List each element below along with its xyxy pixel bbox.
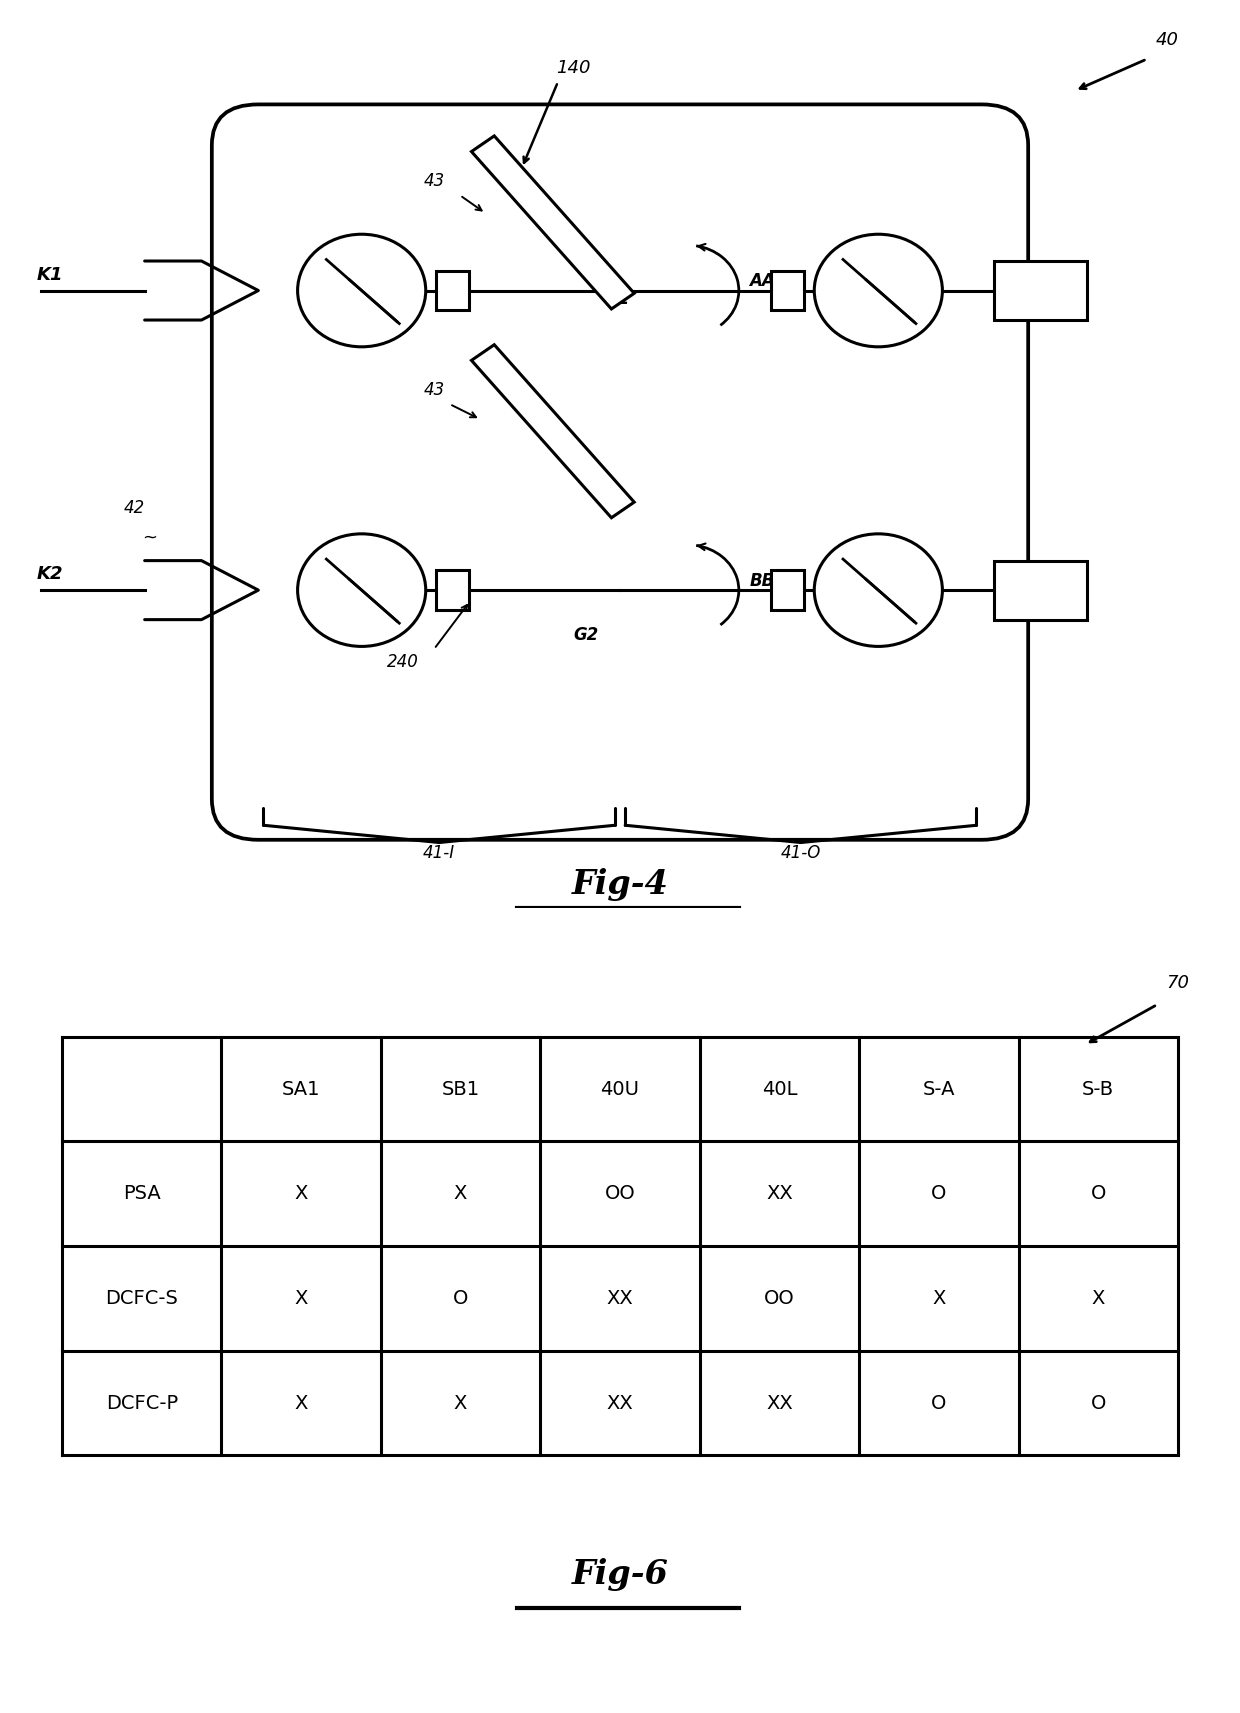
Circle shape xyxy=(298,235,425,346)
Text: PSA: PSA xyxy=(123,1184,161,1203)
Polygon shape xyxy=(471,344,634,517)
Text: SB1: SB1 xyxy=(441,1079,480,1098)
Text: BB: BB xyxy=(749,572,775,589)
Bar xyxy=(436,570,469,610)
Text: OO: OO xyxy=(605,1184,635,1203)
Text: DCFC-P: DCFC-P xyxy=(105,1394,177,1413)
FancyBboxPatch shape xyxy=(212,104,1028,839)
Text: XX: XX xyxy=(606,1288,634,1307)
Text: Fig-6: Fig-6 xyxy=(572,1559,668,1591)
Text: OO: OO xyxy=(764,1288,795,1307)
Text: X: X xyxy=(932,1288,946,1307)
Text: S-A: S-A xyxy=(923,1079,955,1098)
Text: O: O xyxy=(931,1184,946,1203)
Text: X: X xyxy=(454,1394,467,1413)
Text: X: X xyxy=(454,1184,467,1203)
Text: 43: 43 xyxy=(423,380,445,399)
Circle shape xyxy=(815,534,942,646)
Bar xyxy=(436,271,469,310)
Text: 40L: 40L xyxy=(761,1079,797,1098)
Text: XX: XX xyxy=(606,1394,634,1413)
Text: DCFC-S: DCFC-S xyxy=(105,1288,179,1307)
Text: X: X xyxy=(1091,1288,1105,1307)
Text: AA: AA xyxy=(749,272,775,291)
Circle shape xyxy=(298,534,425,646)
Bar xyxy=(994,260,1087,320)
Text: O: O xyxy=(931,1394,946,1413)
Text: X: X xyxy=(294,1288,308,1307)
Text: K2: K2 xyxy=(36,565,63,582)
Text: O: O xyxy=(1091,1184,1106,1203)
Text: S-B: S-B xyxy=(1083,1079,1115,1098)
Text: X: X xyxy=(294,1394,308,1413)
Text: 40: 40 xyxy=(1156,31,1179,50)
Text: ~: ~ xyxy=(143,529,157,546)
Polygon shape xyxy=(471,135,634,308)
Bar xyxy=(994,560,1087,620)
Text: X: X xyxy=(294,1184,308,1203)
Text: 140: 140 xyxy=(557,58,590,77)
Text: O: O xyxy=(1091,1394,1106,1413)
Text: G1: G1 xyxy=(604,289,630,308)
Text: O: O xyxy=(453,1288,469,1307)
Text: SA1: SA1 xyxy=(281,1079,320,1098)
Text: G2: G2 xyxy=(573,625,599,644)
Bar xyxy=(771,570,804,610)
Bar xyxy=(771,271,804,310)
Text: 43: 43 xyxy=(423,171,445,190)
Text: 42: 42 xyxy=(124,498,145,517)
Text: K1: K1 xyxy=(36,266,63,284)
Text: 70: 70 xyxy=(1167,975,1189,992)
Text: 41-O: 41-O xyxy=(781,845,821,862)
Text: Fig-4: Fig-4 xyxy=(572,868,668,901)
Text: XX: XX xyxy=(766,1184,792,1203)
Text: XX: XX xyxy=(766,1394,792,1413)
Text: 41-I: 41-I xyxy=(423,845,455,862)
Circle shape xyxy=(815,235,942,346)
Text: 40U: 40U xyxy=(600,1079,640,1098)
Text: 240: 240 xyxy=(387,653,419,671)
